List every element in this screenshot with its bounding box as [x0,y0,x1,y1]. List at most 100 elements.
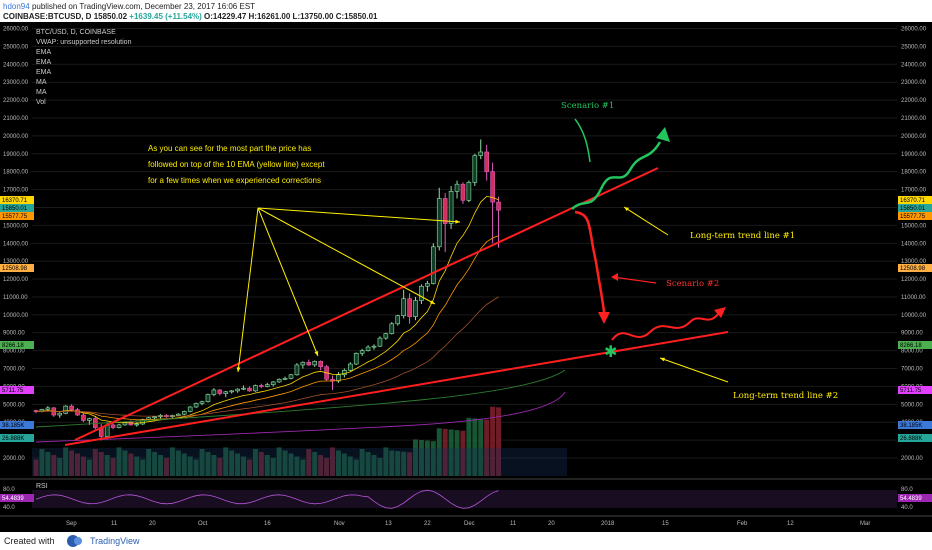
candle-body [371,345,377,348]
y-tick-label: 8000.00 [901,349,923,355]
y-tick-label: 26000.00 [3,27,29,33]
brand-link[interactable]: TradingView [90,536,140,546]
candlesticks [33,139,501,441]
volume-bar [264,455,270,476]
volume-bar [294,456,300,476]
price-badge-label: 5711.75 [2,388,24,394]
candle-body [395,315,401,325]
candle-body [181,411,187,415]
annotation-arrow [257,207,461,223]
candle-body [460,183,466,201]
candle-body [312,361,318,366]
author-line: hdon94 published on TradingView.com, Dec… [3,2,255,11]
x-tick-label: 20 [149,521,156,527]
ma-long-magenta-line [35,391,566,443]
author-link[interactable]: hdon94 [3,2,30,11]
volume-bar [45,452,51,476]
volume-bar [158,455,164,476]
price-badge-label: 16370.71 [900,198,926,204]
y-tick-label: 10000.00 [3,313,29,319]
y-tick-label: 23000.00 [901,80,927,86]
candle-body [69,405,74,410]
y-tick-label: 11000.00 [3,295,28,301]
price-badge [0,421,34,429]
candle-body [359,350,365,354]
candle-body [389,323,395,334]
price-badge-label: 8266.18 [900,343,922,349]
published-text: published on TradingView.com, December 2… [31,2,256,11]
volume-bar [39,449,45,476]
price-badge [0,386,34,394]
scenario-2-arrowhead [598,312,610,324]
rsi-tick: 40.0 [3,505,15,511]
legend-entry: MA [36,79,47,86]
volume-bar [270,458,276,476]
volume-bar [436,428,442,476]
price-badge-label: 12508.98 [900,266,926,272]
volume-bar [413,439,419,476]
volume-bar [80,456,86,476]
price-badge [0,204,34,212]
candle-body [87,418,92,421]
volume-bar [341,453,347,476]
y-tick-label: 18000.00 [901,170,927,176]
scenario-2-pointer-head [611,273,618,281]
volume-bar [424,440,430,476]
rsi-label: RSI [36,483,48,490]
price-axis[interactable]: 2000.002000.003000.003000.004000.004000.… [0,27,932,463]
legend-entry: Vol [36,99,46,106]
y-tick-label: 24000.00 [901,62,927,68]
volume-bar [306,449,312,476]
candle-body [276,378,282,383]
price-chart[interactable]: ✱ As you can see for the most part the pr… [0,22,932,532]
candle-body [45,407,51,410]
footer: Created with TradingView [0,532,932,550]
volume-bar [51,455,57,476]
trend-line-1 [74,167,659,441]
rsi-last-badge [0,494,34,502]
scenario-1-pointer [574,118,591,163]
volume-bar [383,447,389,476]
y-tick-label: 20000.00 [901,134,927,140]
y-tick-label: 19000.00 [901,152,927,158]
legend: BTC/USD, D, COINBASE VWAP: unsupported re… [36,29,132,106]
price-badge [898,386,932,394]
volume-bar [395,451,401,476]
candle-body [223,391,229,394]
candle-body [57,412,63,416]
candle-body [134,423,140,426]
candle-body [347,363,353,371]
candle-body [229,390,234,393]
trend-line-2-label: Long-term trend line #2 [733,391,838,401]
candle-body [383,333,389,339]
candle-body [365,346,371,351]
volume-bar [187,456,193,476]
ema-50-line [35,296,499,417]
y-tick-label: 14000.00 [3,241,29,247]
price-badge [898,264,932,272]
price-badge [0,212,34,220]
price-badge-label: 15577.75 [2,214,28,220]
price-badge [898,341,932,349]
candle-body [436,198,442,248]
y-tick-label: 11000.00 [901,295,926,301]
volume-bar [282,450,288,476]
volume-bar [169,447,175,476]
volume-bar [241,456,247,476]
candle-body [235,388,240,392]
time-axis[interactable]: Sep 11 20 Oct 16 Nov 13 22 Dec 11 20 2018 15 Feb 12 Mar [0,515,932,527]
price-badge-label: 12508.98 [2,266,28,272]
y-tick-label: 21000.00 [3,116,29,122]
volume-bar [496,407,502,476]
candle-body [152,416,157,419]
y-tick-label: 15000.00 [3,223,29,229]
annotation-arrow [659,357,729,383]
y-tick-label: 25000.00 [3,44,29,50]
scenario-2-label: Scenario #2 [666,279,719,289]
candle-body [431,246,436,284]
volume-bar [211,455,217,476]
candle-body [407,298,412,317]
candle-body [63,405,68,414]
legend-entry: EMA [36,49,52,56]
x-tick-label: Oct [198,521,208,527]
